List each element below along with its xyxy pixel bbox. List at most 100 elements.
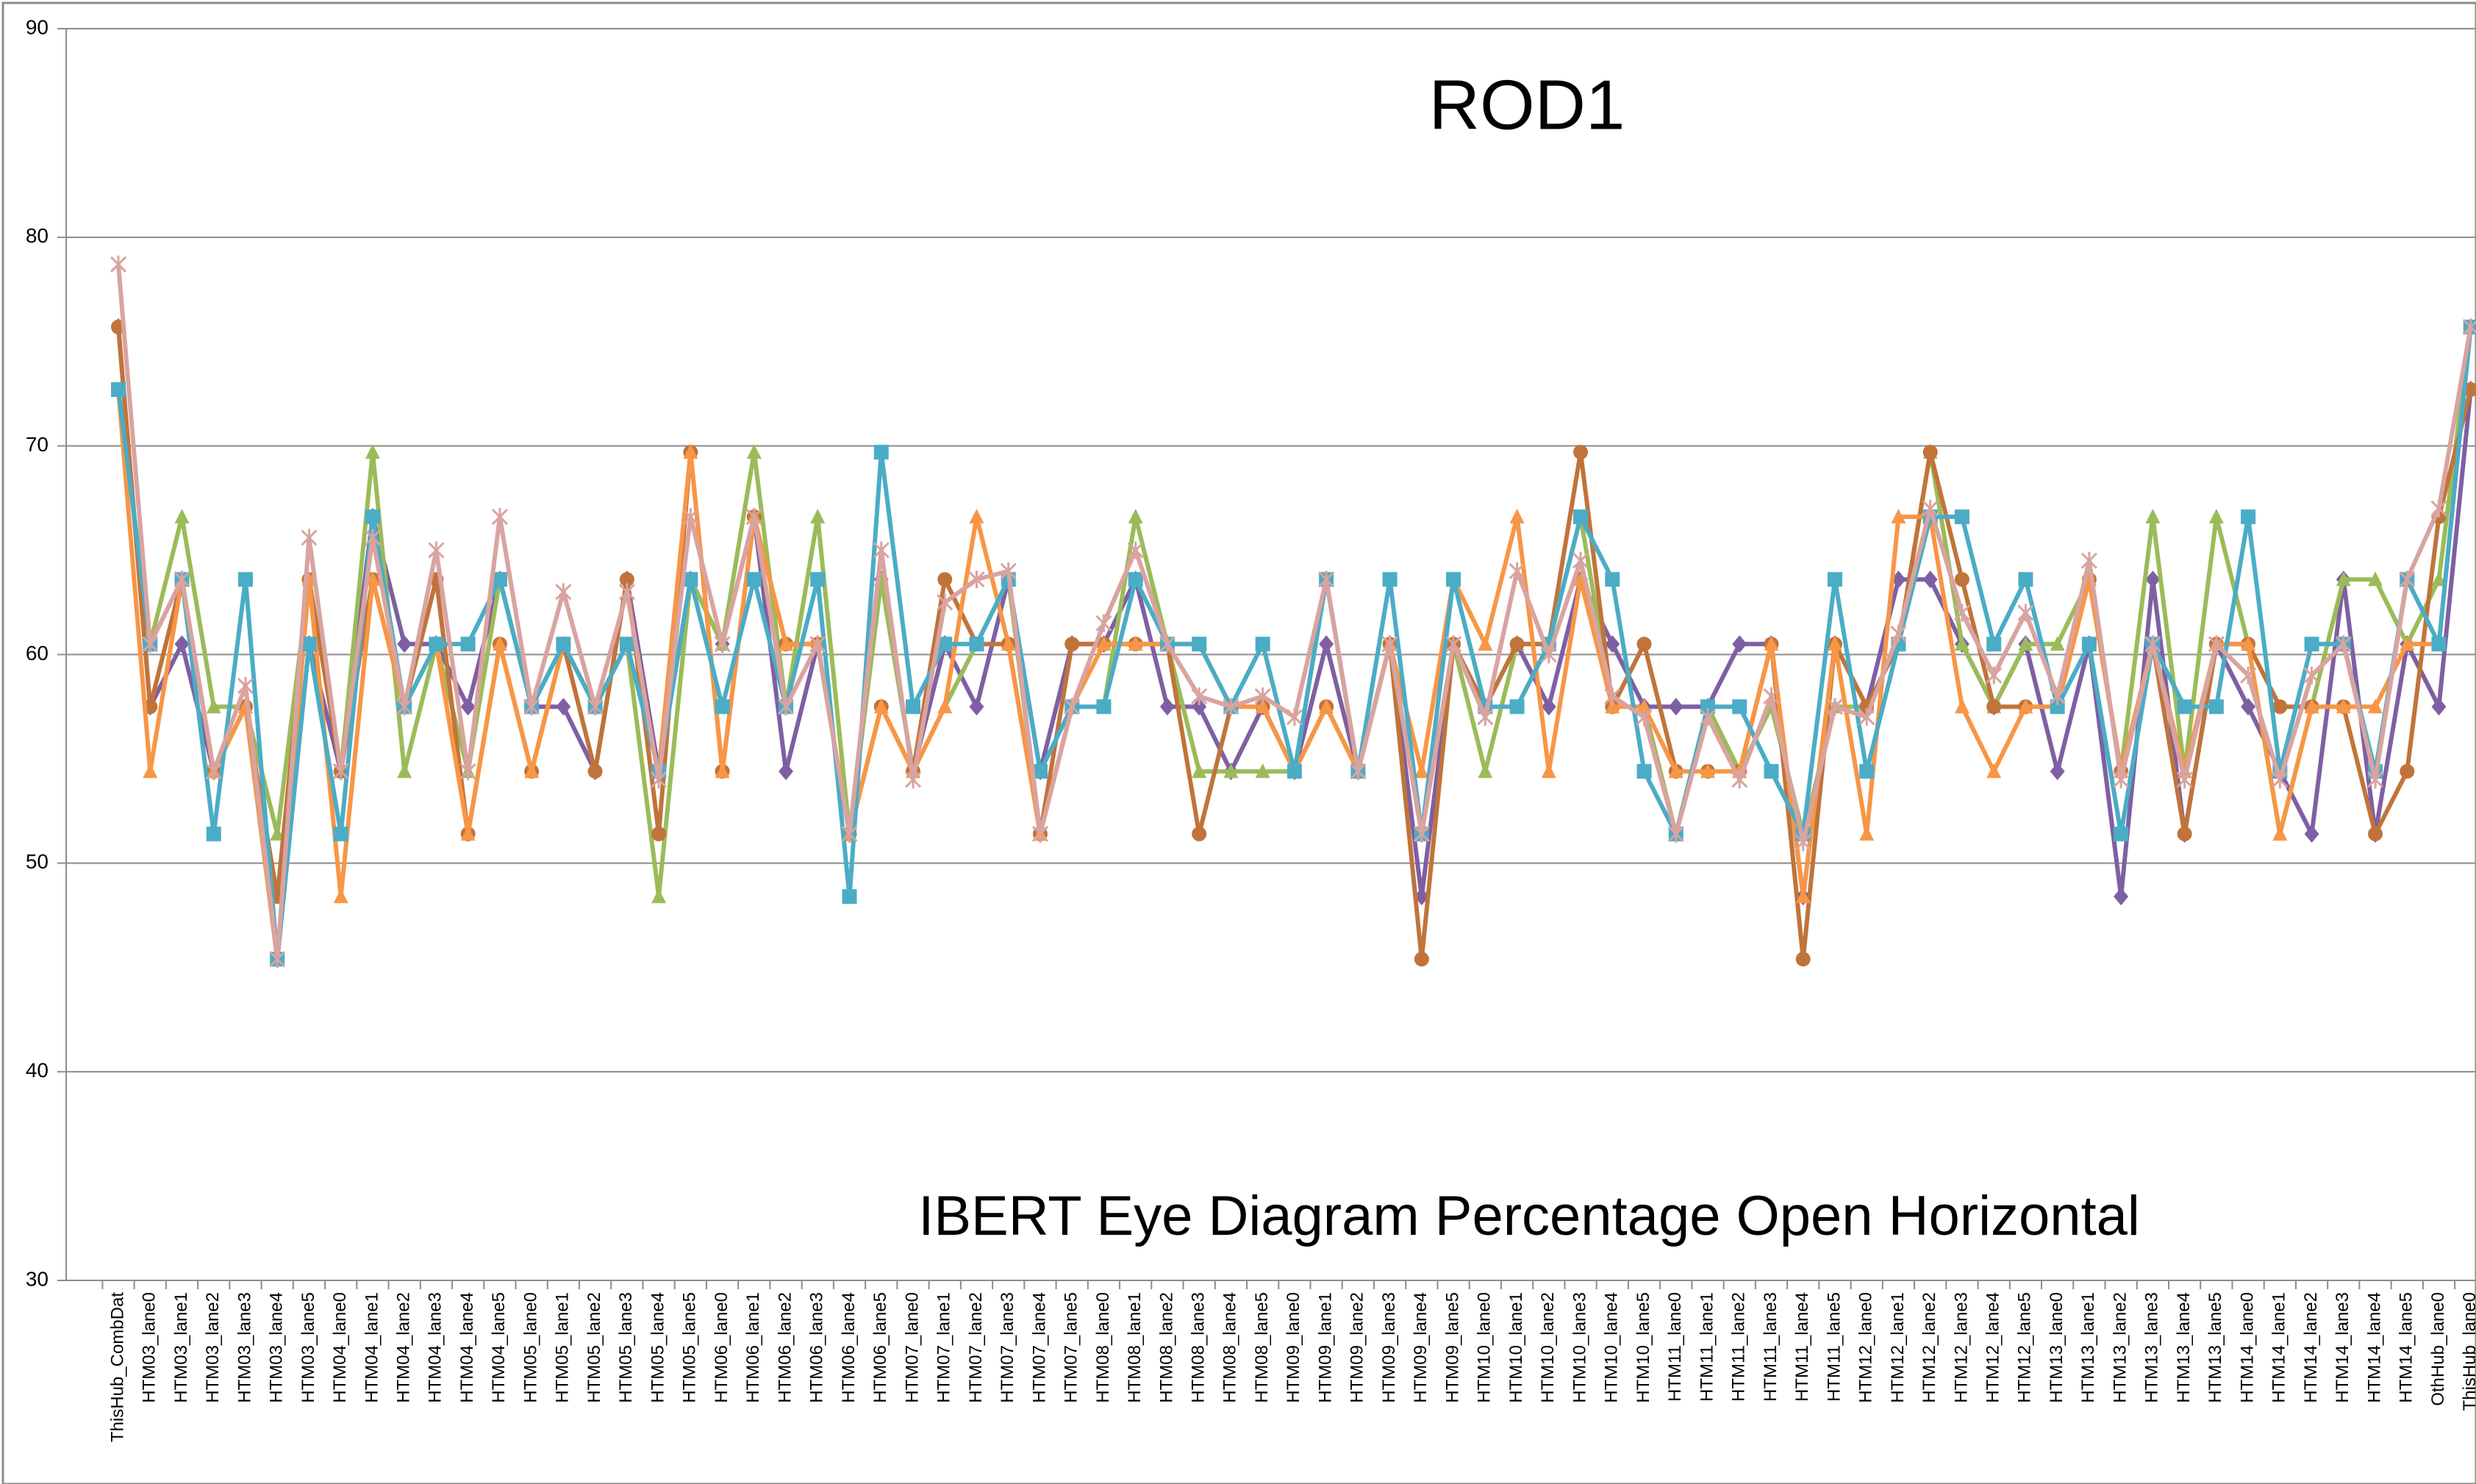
point [491,508,508,526]
x-tick-label: HTM05_lane3 [616,1292,636,1403]
point [174,635,190,653]
x-tick-label: HTM06_lane3 [807,1292,827,1403]
x-tick-label: HTM09_lane0 [1284,1292,1303,1403]
point [2241,698,2256,716]
point [2177,826,2192,842]
point [365,509,380,525]
point [2335,635,2352,653]
point [745,508,762,526]
point [2050,636,2065,651]
point [1128,636,1143,651]
x-tick-label: HTM12_lane1 [1888,1292,1908,1403]
point [683,444,698,459]
point [2368,571,2383,587]
x-tick-label: HTM12_lane5 [2015,1292,2035,1403]
point [524,763,540,778]
x-tick-label: HTM11_lane0 [1665,1292,1685,1402]
x-tick-label: ThisHub_lane0 [2460,1292,2476,1410]
point [1604,687,1621,706]
x-tick-label: HTM11_lane2 [1729,1292,1749,1402]
point [460,637,476,652]
point [2081,637,2097,652]
x-tick-label: HTM13_lane4 [2174,1292,2194,1403]
point [1381,635,1398,653]
point [1890,625,1907,643]
point [969,509,984,524]
x-tick-label: HTM13_lane0 [2047,1292,2067,1403]
point [1731,770,1748,789]
point [1954,636,1969,651]
point [1159,635,1176,653]
point [301,637,317,652]
point [809,635,826,653]
x-tick-label: HTM06_lane1 [743,1292,763,1403]
x-tick-label: HTM07_lane5 [1062,1292,1081,1403]
point [1192,763,1207,778]
x-tick-label: HTM08_lane4 [1220,1292,1240,1403]
point [1318,570,1335,589]
point [396,698,413,716]
point [1699,708,1717,726]
x-tick-label: HTM07_lane3 [998,1292,1017,1403]
point [2018,698,2033,714]
x-tick-label: HTM03_lane4 [267,1292,287,1403]
point [2304,825,2319,843]
point [143,763,158,778]
point [1668,763,1684,778]
point [937,572,953,587]
x-tick-label: HTM09_lane5 [1442,1292,1462,1403]
x-tick-label: HTM14_lane4 [2364,1292,2384,1403]
point [2303,666,2320,684]
point [968,570,985,589]
point [2080,551,2097,570]
x-tick-label: HTM07_lane4 [1029,1292,1049,1403]
point [1986,666,2003,684]
point [492,636,507,651]
point [2018,636,2033,651]
point [2368,826,2383,842]
point [1732,699,1747,714]
point [1764,636,1779,651]
point [2050,699,2065,714]
point [1065,637,1080,652]
point [2336,571,2351,587]
point [460,825,476,841]
grid [57,28,2476,1289]
point [1826,698,1844,716]
point [1636,764,1652,779]
point [1827,572,1842,587]
point [269,950,286,968]
point [1000,562,1017,580]
point [1286,708,1303,726]
point [873,541,890,559]
x-tick-label: HTM13_lane5 [2205,1292,2225,1403]
point [2430,499,2447,517]
point [746,572,762,587]
x-tick-label: HTM14_lane1 [2269,1292,2289,1403]
point [810,509,826,524]
x-tick-label: HTM12_lane0 [1856,1292,1876,1403]
x-tick-label: HTM03_lane5 [298,1292,318,1403]
point [397,763,412,778]
point [1954,572,1969,587]
point [301,528,318,547]
point [1509,637,1525,652]
point [2400,764,2415,779]
x-tick-label: OthHub_lane0 [2428,1292,2448,1406]
point [1668,698,1684,716]
point [333,888,348,903]
point [1319,635,1334,653]
point [2114,826,2129,842]
point [1573,445,1589,460]
point [1509,509,1525,524]
point [969,637,984,652]
x-tick-label: HTM05_lane4 [648,1292,668,1403]
x-tick-label: HTM04_lane4 [457,1292,477,1403]
point [364,528,381,547]
point [1922,570,1938,589]
point [2399,570,2416,589]
point [1001,636,1016,651]
point [1605,698,1620,714]
point [619,572,634,587]
